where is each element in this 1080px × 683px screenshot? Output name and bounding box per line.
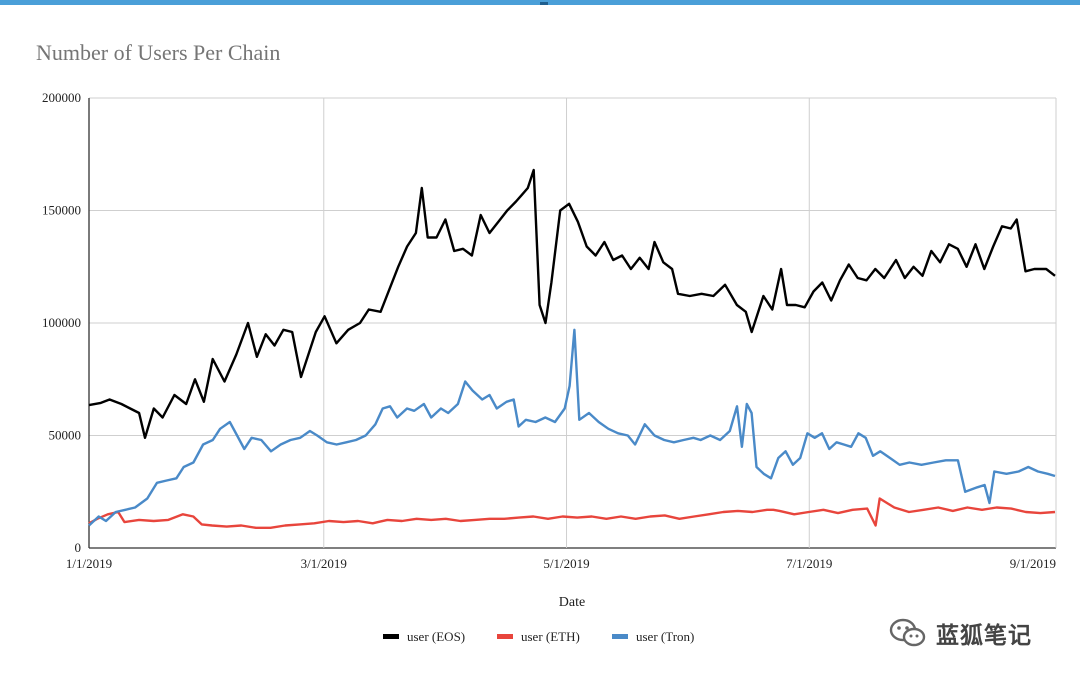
y-tick-label: 200000 <box>42 90 81 105</box>
watermark-text: 蓝狐笔记 <box>936 623 1032 649</box>
x-axis-label: Date <box>559 595 585 610</box>
chart-series <box>88 168 1056 529</box>
legend-swatch <box>497 634 513 639</box>
chart-title: Number of Users Per Chain <box>36 40 281 65</box>
legend-label: user (ETH) <box>521 629 580 644</box>
series-line <box>88 168 1056 439</box>
watermark: 蓝狐笔记 <box>888 616 1032 650</box>
wechat-icon <box>889 618 926 647</box>
y-tick-label: 50000 <box>49 428 82 443</box>
x-tick-label: 5/1/2019 <box>543 556 589 571</box>
chart-legend: user (EOS) user (ETH) user (Tron) <box>383 629 694 644</box>
chart-grid <box>88 97 1057 549</box>
y-tick-label: 150000 <box>42 203 81 218</box>
series-line <box>88 328 1056 527</box>
chart-axes: 0 50000 100000 150000 200000 1/1/2019 3/1/2019… <box>42 90 1056 571</box>
x-tick-label: 7/1/2019 <box>786 556 832 571</box>
top-accent-notch <box>540 2 548 5</box>
series-line <box>88 497 1056 529</box>
legend-swatch <box>383 634 399 639</box>
x-tick-label: 9/1/2019 <box>1010 556 1056 571</box>
x-tick-label: 1/1/2019 <box>66 556 112 571</box>
legend-swatch <box>612 634 628 639</box>
legend-label: user (Tron) <box>636 629 694 644</box>
y-tick-label: 100000 <box>42 315 81 330</box>
legend-label: user (EOS) <box>407 629 465 644</box>
y-tick-label: 0 <box>75 540 82 555</box>
x-tick-label: 3/1/2019 <box>301 556 347 571</box>
